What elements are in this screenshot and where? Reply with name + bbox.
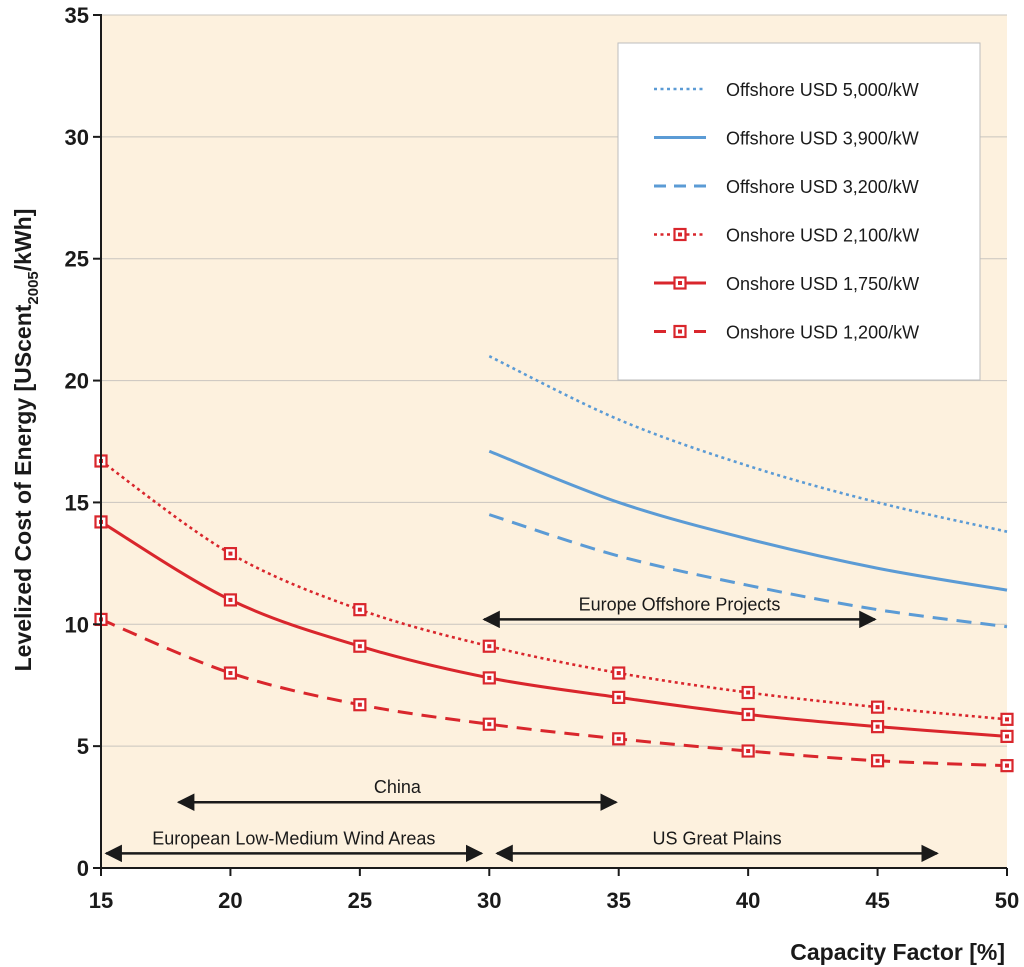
annotation-label-2: European Low-Medium Wind Areas [152,828,435,848]
y-axis-title-main: Levelized Cost of Energy [UScent [10,304,36,671]
y-tick-label-20: 20 [65,369,89,394]
series-5-point-3-center [487,722,492,727]
y-tick-label-5: 5 [77,734,89,759]
legend-label-0: Offshore USD 5,000/kW [726,80,919,100]
x-tick-label-50: 50 [995,888,1019,913]
legend: Offshore USD 5,000/kW Offshore USD 3,900/… [617,42,981,381]
series-3-point-1-center [228,551,233,556]
series-4-point-4-center [616,695,621,700]
series-line-1 [488,449,1008,592]
region-annotations: Europe Offshore Projects China European Lo… [104,594,939,863]
x-axis-title: Capacity Factor [%] [790,939,1005,965]
legend-label-5: Onshore USD 1,200/kW [726,323,919,343]
series-line-2 [488,513,1008,629]
series-3-point-2-center [357,607,362,612]
series-3-point-3-center [487,644,492,649]
legend-marker-4-center [678,281,682,285]
legend-label-1: Offshore USD 3,900/kW [726,129,919,149]
annotation-label-0: Europe Offshore Projects [579,594,781,614]
series-5-point-2-center [357,702,362,707]
axes: 0 5 10 15 20 25 30 35 15 20 25 30 35 40 45 50 [65,3,1020,913]
legend-box [617,42,981,381]
y-axis-title-subscript: 2005 [25,271,42,304]
y-tick-label-15: 15 [65,490,89,515]
series-4-point-3-center [487,675,492,680]
x-tick-label-35: 35 [606,888,630,913]
y-tick-label-30: 30 [65,125,89,150]
legend-label-2: Offshore USD 3,200/kW [726,177,919,197]
series-5-point-4-center [616,736,621,741]
annotation-label-3: US Great Plains [653,828,782,848]
series-5-point-1-center [228,671,233,676]
series-5-point-6-center [875,758,880,763]
series-3-point-6-center [875,705,880,710]
series-line-0 [488,355,1008,533]
series-line-5 [100,618,1008,768]
x-tick-label-25: 25 [348,888,372,913]
series-4-point-2-center [357,644,362,649]
y-axis-title: Levelized Cost of Energy [UScent2005/kWh… [10,209,42,672]
series-4-point-5-center [746,712,751,717]
y-tick-label-10: 10 [65,612,89,637]
legend-marker-5-center [678,329,682,334]
y-tick-label-0: 0 [77,856,89,881]
series-4-point-7-center [1005,734,1009,739]
series-4-point-1-center [228,597,233,602]
y-tick-label-25: 25 [65,247,89,272]
legend-label-3: Onshore USD 2,100/kW [726,226,919,246]
series-3-point-5-center [746,690,751,695]
series-5-point-7-center [1005,763,1009,768]
x-tick-label-15: 15 [89,888,113,913]
annotation-label-1: China [374,777,422,797]
legend-label-4: Onshore USD 1,750/kW [726,274,919,294]
series-lines [94,355,1014,773]
series-5-point-5-center [746,749,751,754]
x-tick-label-30: 30 [477,888,501,913]
legend-marker-3-center [678,232,682,237]
y-tick-label-35: 35 [65,3,89,28]
x-tick-label-20: 20 [218,888,242,913]
series-3-point-7-center [1005,717,1009,722]
series-3-point-4-center [616,671,621,676]
x-tick-label-45: 45 [865,888,889,913]
y-axis-title-unit: /kWh] [10,209,36,272]
x-tick-label-40: 40 [736,888,760,913]
series-4-point-6-center [875,724,880,729]
